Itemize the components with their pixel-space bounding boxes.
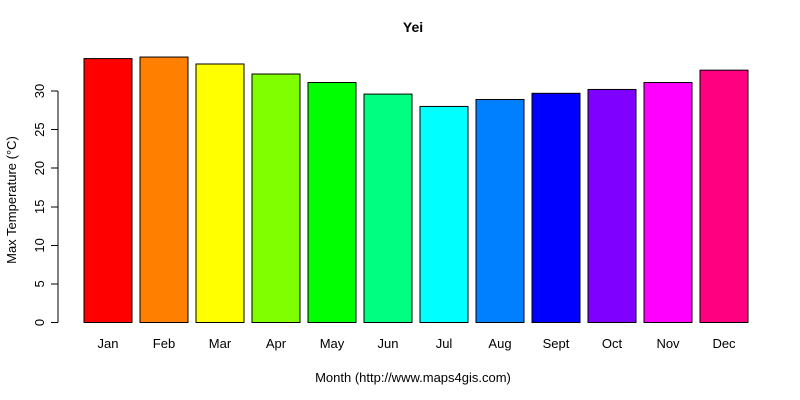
month-label-jun: Jun [378, 336, 399, 351]
month-label-jan: Jan [98, 336, 119, 351]
y-tick-label: 15 [32, 200, 47, 214]
y-tick-label: 10 [32, 238, 47, 252]
month-label-mar: Mar [209, 336, 232, 351]
bar-jun [363, 93, 413, 323]
month-label-dec: Dec [712, 336, 736, 351]
bar-aug [475, 98, 525, 324]
x-axis-label: Month (http://www.maps4gis.com) [315, 370, 511, 385]
x-axis-category-labels: Jan Feb Mar Apr May Jun Jul Aug Sept Oct Nov Dec [98, 336, 737, 351]
bar-nov [643, 82, 693, 323]
bar-dec [699, 69, 749, 324]
chart-title: Yei [403, 19, 423, 35]
bar-jul [419, 105, 469, 323]
y-tick-label: 30 [32, 84, 47, 98]
y-tick-label: 20 [32, 161, 47, 175]
month-label-aug: Aug [488, 336, 511, 351]
y-axis: 0 5 10 15 20 25 30 [32, 84, 59, 326]
y-tick-label: 25 [32, 122, 47, 136]
month-label-feb: Feb [153, 336, 175, 351]
month-label-oct: Oct [602, 336, 623, 351]
month-label-may: May [320, 336, 345, 351]
bar-may [307, 82, 357, 323]
bar-feb [139, 56, 189, 324]
month-label-apr: Apr [266, 336, 287, 351]
bar-apr [251, 73, 301, 323]
bar-oct [587, 88, 637, 323]
month-label-jul: Jul [436, 336, 453, 351]
bar-jan [83, 58, 133, 324]
bar-mar [195, 63, 245, 323]
bars [83, 56, 749, 324]
y-axis-label: Max Temperature (°C) [4, 136, 19, 264]
month-label-nov: Nov [656, 336, 680, 351]
month-label-sept: Sept [543, 336, 570, 351]
y-tick-label: 5 [32, 280, 47, 287]
bar-sept [531, 92, 581, 323]
y-tick-label: 0 [32, 319, 47, 326]
